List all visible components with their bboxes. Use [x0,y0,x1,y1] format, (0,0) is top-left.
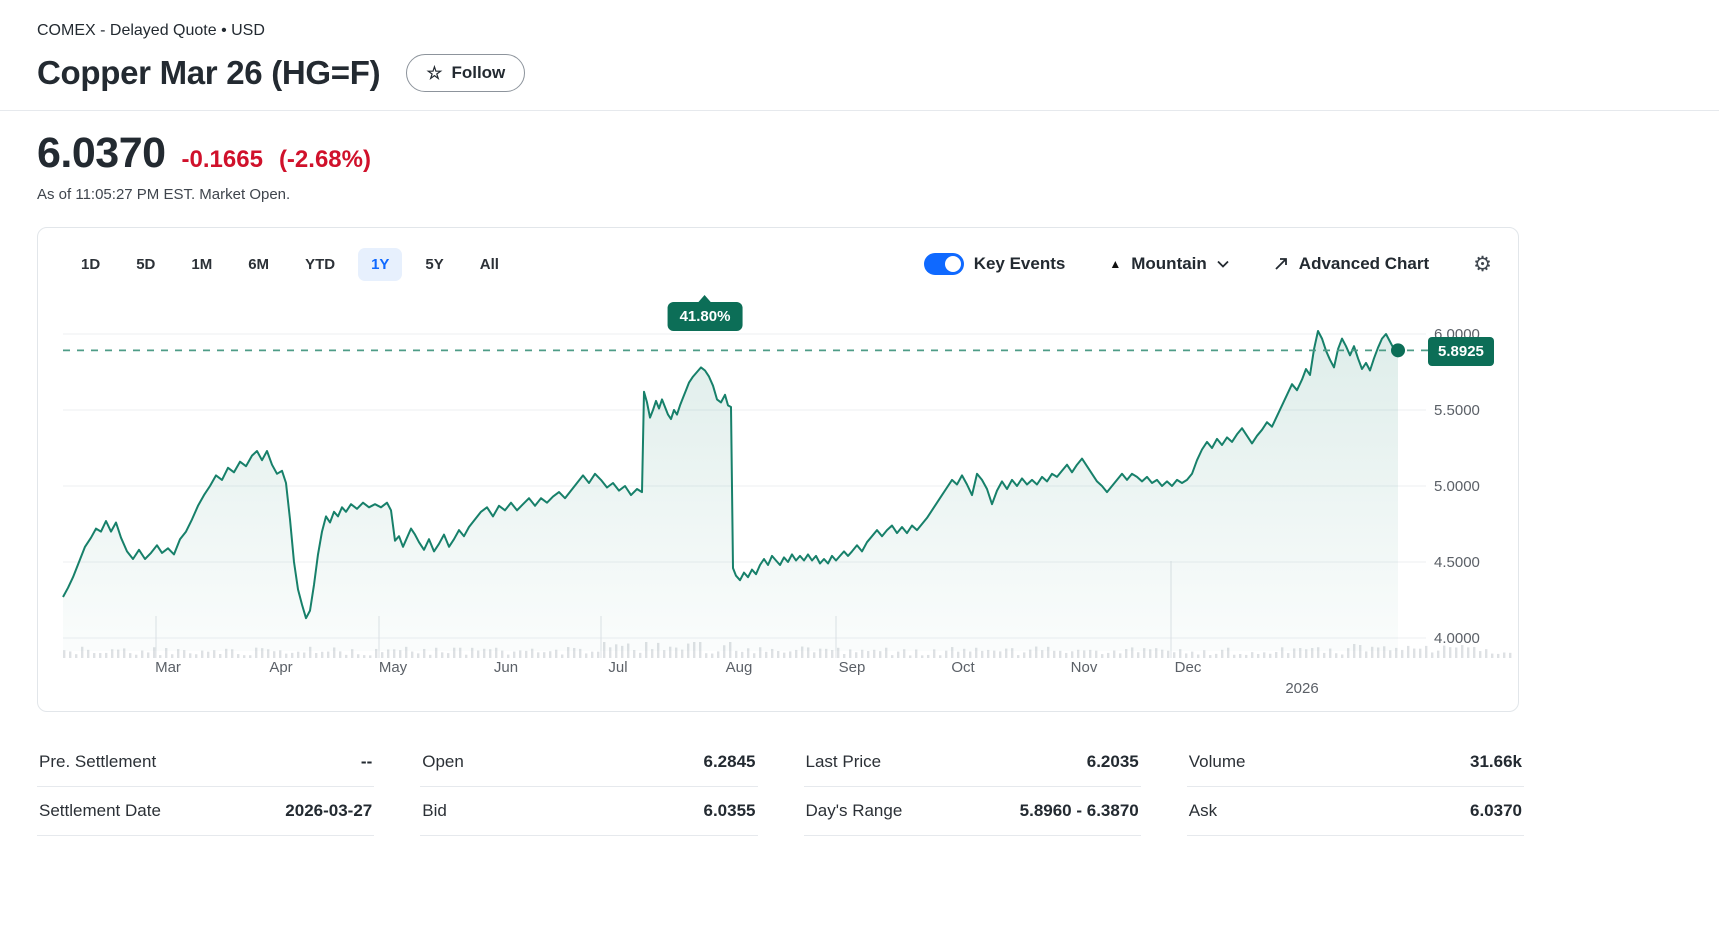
stat-value: 6.0355 [703,801,756,820]
follow-button-label: Follow [451,63,506,82]
star-icon: ☆ [426,63,443,83]
chart-type-label: Mountain [1131,254,1207,273]
price-line [62,330,1399,620]
stat-label: Open [422,752,464,771]
toggle-knob [944,256,961,272]
range-tab-5d[interactable]: 5D [123,248,168,281]
x-axis-label-year: 2026 [1285,680,1318,697]
range-tab-5y[interactable]: 5Y [412,248,456,281]
stat-cell-open: Open 6.2845 [420,738,758,787]
current-price-dot [1391,343,1405,358]
stat-label: Last Price [805,752,882,771]
stat-label: Ask [1188,801,1218,820]
chart-type-select[interactable]: ▲ Mountain [1109,254,1229,274]
key-events-toggle[interactable] [923,253,964,275]
y-axis-label-5.0000: 5.0000 [1434,478,1480,495]
range-tab-group: 1D 5D 1M 6M YTD 1Y 5Y All [68,247,512,281]
stat-value: 31.66k [1470,752,1522,771]
range-tab-1d[interactable]: 1D [68,248,113,281]
advanced-chart-label: Advanced Chart [1298,254,1430,273]
x-axis-label-may: May [379,659,408,676]
price-section: 6.0370 -0.1665 (-2.68%) As of 11:05:27 P… [0,129,1719,203]
y-axis-label-5.5000: 5.5000 [1434,402,1480,419]
x-axis-label-apr: Apr [269,659,292,676]
x-axis-label-dec: Dec [1175,659,1202,676]
x-axis-label-mar: Mar [155,659,181,676]
x-axis-label-aug: Aug [726,659,753,676]
range-tab-1y[interactable]: 1Y [358,247,403,281]
stat-label: Bid [422,801,447,820]
chart-card: 1D 5D 1M 6M YTD 1Y 5Y All Key Events ▲ Mountain… [37,227,1519,712]
stat-cell-settlement-date: Settlement Date 2026-03-27 [37,787,375,836]
mountain-icon: ▲ [1109,257,1122,271]
price-value: 6.0370 [37,129,166,177]
stat-label: Settlement Date [39,801,161,820]
range-tab-6m[interactable]: 6M [235,248,282,281]
stat-value: 6.0370 [1470,801,1522,820]
quote-header: COMEX - Delayed Quote • USD Copper Mar 2… [0,0,1719,92]
stat-cell-volume: Volume 31.66k [1186,738,1524,787]
range-tab-ytd[interactable]: YTD [292,248,348,281]
stat-cell-bid: Bid 6.0355 [420,787,758,836]
x-axis-label-jul: Jul [608,659,627,676]
x-axis-label-jun: Jun [494,659,518,676]
exchange-line: COMEX - Delayed Quote • USD [37,22,265,39]
stat-label: Volume [1188,752,1246,771]
range-tab-1m[interactable]: 1M [178,248,225,281]
chart-toolbar: 1D 5D 1M 6M YTD 1Y 5Y All Key Events ▲ Mountain… [68,244,1492,284]
key-events-label: Key Events [973,254,1066,273]
y-axis-label-4.5000: 4.5000 [1434,554,1480,571]
price-area-fill [63,331,1398,651]
stat-value: 5.8960 - 6.3870 [1019,801,1139,820]
x-axis-label-sep: Sep [839,659,866,676]
header-divider [0,110,1719,111]
chevron-down-icon [1217,260,1229,268]
stat-value: 2026-03-27 [285,801,373,820]
stat-value: 6.2035 [1086,752,1139,771]
key-events-control: Key Events [923,253,1066,275]
current-price-badge: 5.8925 [1428,337,1494,366]
price-change-percent: (-2.68%) [278,146,371,173]
x-axis-label-nov: Nov [1071,659,1098,676]
summary-stats: Pre. Settlement -- Open 6.2845 Last Price 6.2… [37,738,1524,836]
key-event-badge[interactable]: 41.80% [667,302,743,331]
stat-value: 6.2845 [703,752,756,771]
as-of-text: As of 11:05:27 PM EST. Market Open. [37,186,291,203]
y-axis-label-4.0000: 4.0000 [1434,630,1480,647]
stat-cell-day-s-range: Day's Range 5.8960 - 6.3870 [803,787,1141,836]
follow-button[interactable]: ☆ Follow [406,54,526,92]
x-axis-label-oct: Oct [951,659,975,676]
stat-cell-ask: Ask 6.0370 [1186,787,1524,836]
stat-label: Pre. Settlement [39,752,157,771]
stat-label: Day's Range [805,801,903,820]
advanced-chart-button[interactable]: Advanced Chart [1273,254,1429,274]
price-change: -0.1665 [181,146,263,173]
expand-arrow-icon [1275,258,1287,270]
range-tab-all[interactable]: All [467,248,512,281]
gear-icon[interactable]: ⚙ [1473,252,1492,276]
stat-cell-pre-settlement: Pre. Settlement -- [37,738,375,787]
stat-cell-last-price: Last Price 6.2035 [803,738,1141,787]
page-title: Copper Mar 26 (HG=F) [37,54,381,91]
stat-value: -- [360,752,373,771]
